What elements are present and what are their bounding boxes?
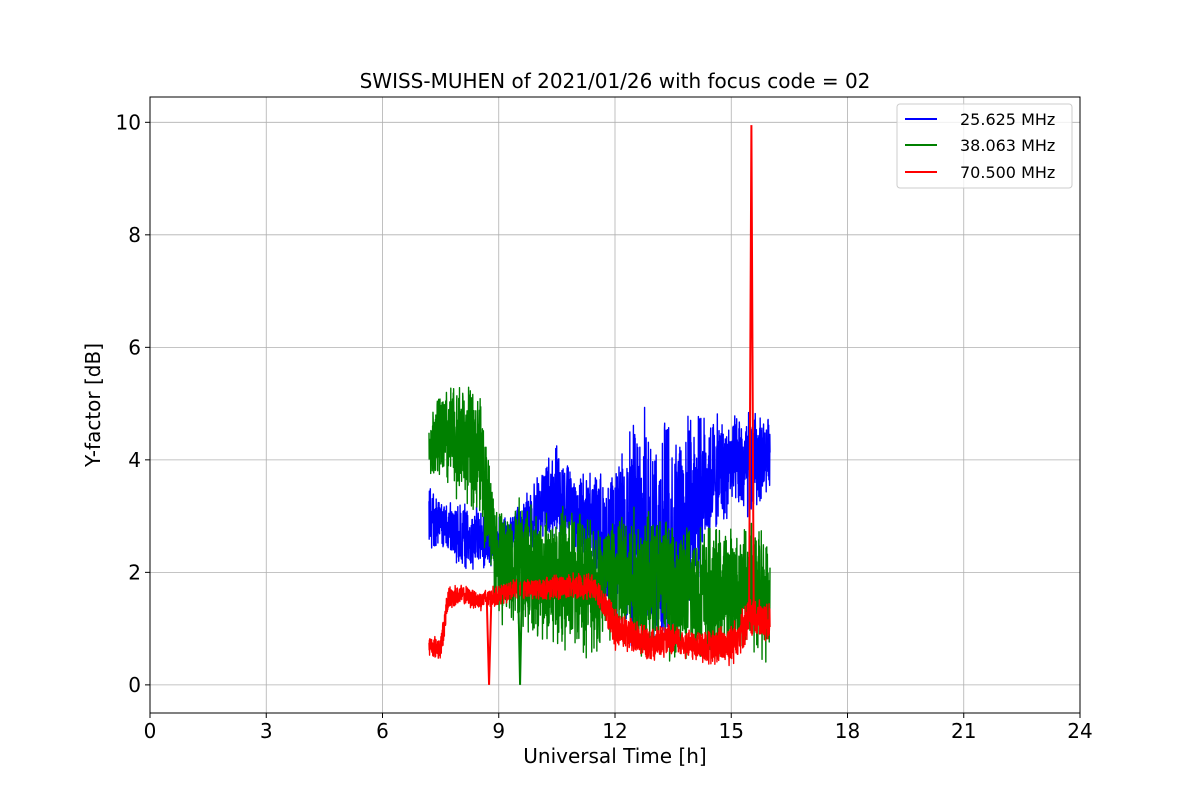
y-tick-label: 2 [128,560,141,584]
x-tick-label: 6 [376,719,389,743]
series-spike-70-500-mhz [748,125,755,618]
chart-title: SWISS-MUHEN of 2021/01/26 with focus cod… [360,69,871,93]
x-tick-label: 21 [951,719,976,743]
x-tick-label: 12 [602,719,627,743]
x-axis-label: Universal Time [h] [523,744,706,768]
legend-box [896,103,1073,189]
y-tick-label: 8 [128,223,141,247]
series-dip-70-500-mhz [485,597,493,685]
series-line-38-063-mhz [428,386,771,663]
x-tick-label: 15 [719,719,744,743]
y-axis-label: Y-factor [dB] [81,343,105,468]
x-tick-label: 0 [144,719,157,743]
legend-label-70-500-mhz: 70.500 MHz [960,163,1055,182]
y-tick-label: 10 [116,110,141,134]
x-tick-label: 24 [1067,719,1092,743]
legend-label-25-625-mhz: 25.625 MHz [960,110,1055,129]
plot-area [428,125,771,685]
x-tick-label: 18 [835,719,860,743]
legend-label-38-063-mhz: 38.063 MHz [960,136,1055,155]
y-tick-label: 4 [128,448,141,472]
legend: 25.625 MHz 38.063 MHz 70.500 MHz [896,103,1073,189]
x-tick-label: 9 [492,719,505,743]
y-tick-label: 6 [128,335,141,359]
x-tick-label: 3 [260,719,273,743]
series-line-70-500-mhz [428,572,771,667]
series-dip-38-063-mhz [516,564,524,685]
y-tick-label: 0 [128,673,141,697]
